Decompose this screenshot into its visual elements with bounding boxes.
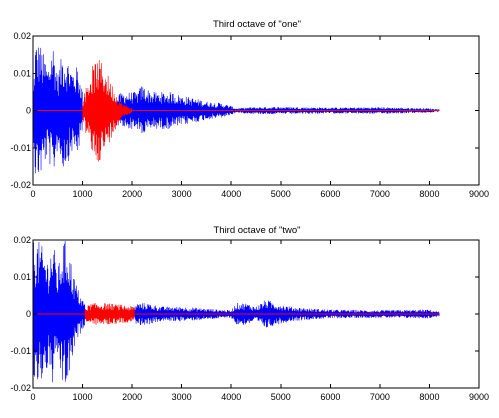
x-ticks: 0 1000 2000 3000 4000 5000 6000 7000 8000 9000 [30,36,489,199]
subplot-bottom: Third octave of "two" 0 1000 2000 3000 4000 5… [10,225,489,402]
x-tick-label: 4000 [221,189,241,199]
series-line [33,47,83,174]
subplot-top: Third octave of "one" 0 1000 2000 3000 4000 5… [10,19,489,199]
x-ticks: 0 1000 2000 3000 4000 5000 6000 7000 8000 9000 [30,240,489,402]
x-tick-label: 7000 [370,189,390,199]
x-tick-label: 5000 [271,189,291,199]
x-tick-label: 4000 [221,392,241,402]
y-tick-label: 0.01 [13,272,31,282]
y-tick-label: -0.02 [10,180,31,190]
series-line [33,240,86,383]
series-layer [33,47,440,174]
y-ticks: -0.02 -0.01 0 0.01 0.02 [10,31,479,190]
y-tick-label: 0.02 [13,235,31,245]
x-tick-label: 1000 [73,189,93,199]
x-tick-label: 9000 [469,189,489,199]
y-tick-label: 0.02 [13,31,31,41]
series-layer [33,240,440,383]
y-ticks: -0.02 -0.01 0 0.01 0.02 [10,235,479,393]
x-tick-label: 5000 [271,392,291,402]
x-tick-label: 6000 [320,189,340,199]
y-tick-label: 0 [26,106,31,116]
x-tick-label: 6000 [320,392,340,402]
chart-title: Third octave of "two" [213,225,300,236]
x-tick-label: 8000 [419,189,439,199]
x-tick-label: 8000 [419,392,439,402]
series-line [82,59,133,162]
x-tick-label: 3000 [172,189,192,199]
plot-area-top: 0 1000 2000 3000 4000 5000 6000 7000 8000 9000 -0… [10,31,489,199]
x-tick-label: 1000 [73,392,93,402]
y-tick-label: 0 [26,309,31,319]
chart-title: Third octave of "one" [213,19,301,30]
x-tick-label: 2000 [122,392,142,402]
y-tick-label: -0.01 [10,346,31,356]
x-tick-label: 3000 [172,392,192,402]
plot-area-bottom: 0 1000 2000 3000 4000 5000 6000 7000 8000 9000 -0… [10,235,489,402]
x-tick-label: 2000 [122,189,142,199]
series-line [84,302,135,325]
x-tick-label: 7000 [370,392,390,402]
x-tick-label: 0 [30,189,35,199]
x-tick-label: 0 [30,392,35,402]
y-tick-label: 0.01 [13,68,31,78]
x-tick-label: 9000 [469,392,489,402]
y-tick-label: -0.01 [10,143,31,153]
y-tick-label: -0.02 [10,383,31,393]
